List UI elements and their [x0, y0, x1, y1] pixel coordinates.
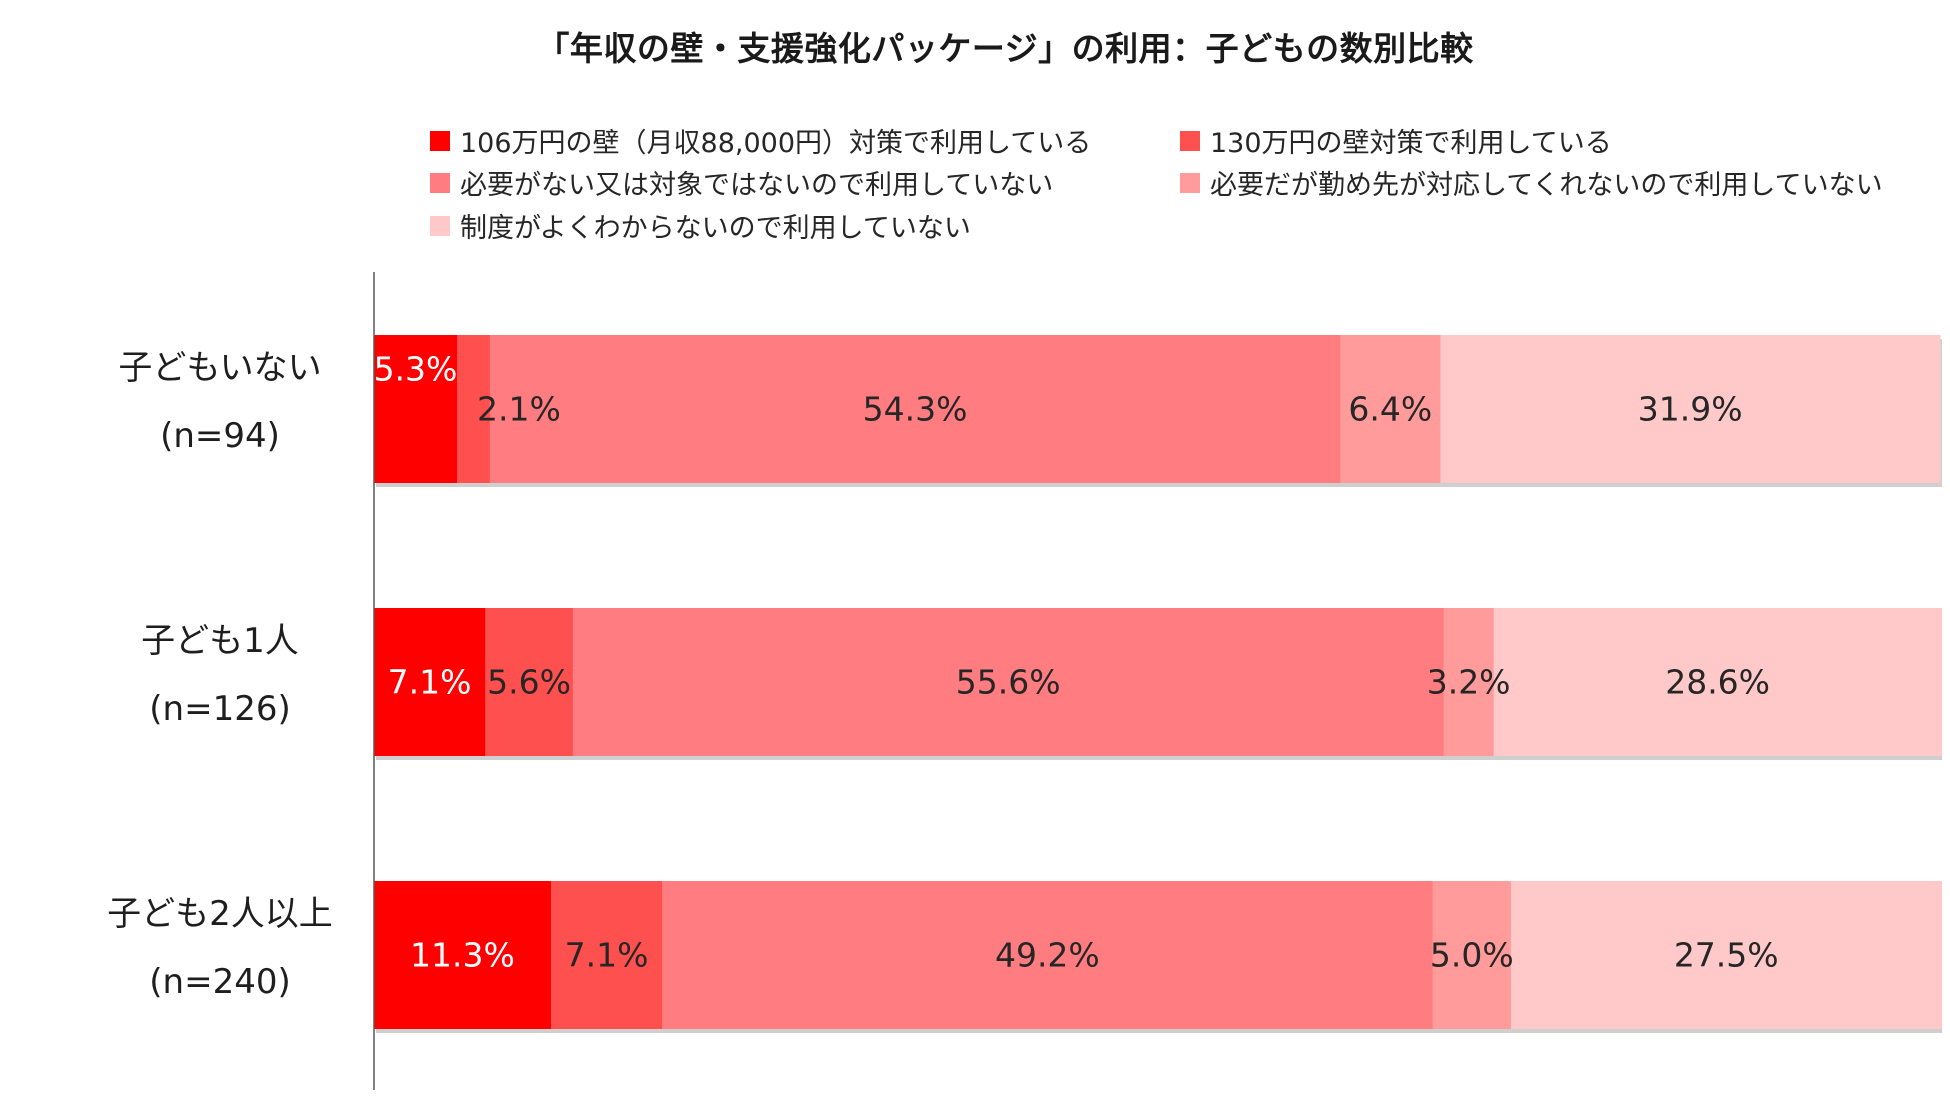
- bar-segment: [485, 608, 574, 756]
- bar-segment: [662, 881, 1434, 1029]
- bar-segment: [456, 335, 491, 483]
- chart-title: 「年収の壁・支援強化パッケージ」の利用：子どもの数別比較: [536, 29, 1474, 68]
- bar-segment: [550, 881, 663, 1029]
- category-label: 子ども1人 (n=126): [50, 607, 390, 743]
- legend-label: 106万円の壁（月収88,000円）対策で利用している: [460, 128, 1092, 159]
- bar-segment: [1440, 335, 1941, 483]
- bar-segment: [572, 608, 1445, 756]
- data-label: 11.3%: [410, 936, 515, 975]
- legend-swatch: [430, 215, 450, 236]
- legend-item: 制度がよくわからないので利用していない: [430, 206, 971, 245]
- data-label: 31.9%: [1638, 390, 1743, 429]
- category-name: 子ども1人: [141, 621, 299, 661]
- bar-segment: [1493, 608, 1943, 756]
- data-label: 5.3%: [374, 350, 458, 389]
- legend-swatch: [1180, 130, 1200, 151]
- legend-swatch: [430, 130, 450, 151]
- legend-label: 130万円の壁対策で利用している: [1210, 128, 1612, 159]
- data-label: 49.2%: [995, 936, 1100, 975]
- data-label: 6.4%: [1348, 390, 1432, 429]
- data-label: 5.6%: [487, 663, 571, 702]
- legend-item: 必要がない又は対象ではないので利用していない: [430, 163, 1053, 202]
- bar-segment: [1340, 335, 1441, 483]
- bar-segment: [374, 608, 486, 756]
- category-n: (n=126): [149, 689, 291, 729]
- legend-swatch: [430, 172, 450, 193]
- category-label: 子どもいない (n=94): [50, 334, 390, 470]
- data-label: 7.1%: [565, 936, 649, 975]
- category-n: (n=94): [160, 416, 280, 456]
- data-label: 27.5%: [1674, 936, 1779, 975]
- legend-label: 必要がない又は対象ではないので利用していない: [460, 170, 1054, 201]
- category-name: 子ども2人以上: [107, 894, 333, 934]
- bar-segment: [1432, 881, 1512, 1029]
- data-label: 3.2%: [1427, 663, 1511, 702]
- legend-item: 130万円の壁対策で利用している: [1180, 121, 1612, 160]
- legend-label: 必要だが勤め先が対応してくれないので利用していない: [1210, 170, 1883, 201]
- data-label: 5.0%: [1430, 936, 1514, 975]
- legend: 106万円の壁（月収88,000円）対策で利用している 130万円の壁対策で利用…: [0, 0, 1950, 260]
- category-name: 子どもいない: [118, 348, 322, 388]
- bar-segment: [1510, 881, 1943, 1029]
- legend-item: 必要だが勤め先が対応してくれないので利用していない: [1180, 163, 1883, 202]
- data-label: 55.6%: [956, 663, 1061, 702]
- bar-segment: [374, 881, 552, 1029]
- bar-segment: [374, 335, 458, 483]
- category-label: 子ども2人以上 (n=240): [50, 880, 390, 1016]
- data-label: 7.1%: [388, 663, 472, 702]
- category-n: (n=240): [149, 962, 291, 1002]
- legend-label: 制度がよくわからないので利用していない: [460, 213, 971, 244]
- data-label: 54.3%: [863, 390, 968, 429]
- data-label: 2.1%: [477, 390, 561, 429]
- bars-group: 5.3% 2.1% 54.3% 6.4% 31.9% 7.1% 5.6% 55.6% 3.2% 2…: [374, 335, 1943, 1033]
- bar-segment: [1443, 608, 1495, 756]
- data-label: 28.6%: [1665, 663, 1770, 702]
- bar-segment: [489, 335, 1341, 483]
- legend-item: 106万円の壁（月収88,000円）対策で利用している: [430, 121, 1091, 160]
- legend-swatch: [1180, 172, 1200, 193]
